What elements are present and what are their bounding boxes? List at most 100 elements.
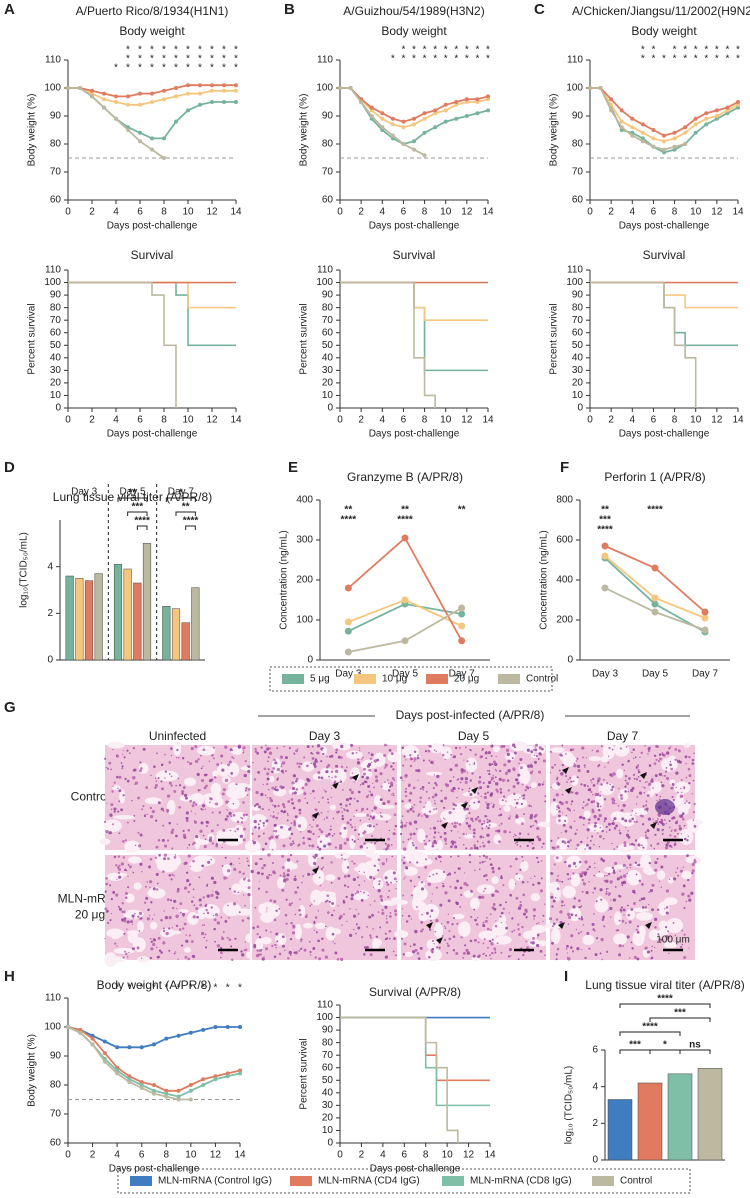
nucleus	[241, 953, 244, 956]
x-tick-label: 4	[380, 1150, 386, 1161]
nucleus	[622, 804, 625, 807]
nucleus	[609, 784, 610, 785]
point	[651, 136, 655, 140]
nucleus	[303, 756, 305, 758]
nucleus	[530, 878, 531, 879]
nucleus	[553, 798, 556, 801]
nucleus	[288, 828, 291, 831]
nucleus	[274, 788, 276, 790]
nucleus	[511, 931, 513, 933]
nucleus	[576, 947, 579, 950]
nucleus	[540, 889, 543, 892]
alveolus	[295, 816, 307, 831]
nucleus	[223, 788, 226, 791]
nucleus	[509, 894, 512, 897]
nucleus	[275, 817, 278, 820]
significance-label: *	[179, 488, 183, 499]
nucleus	[568, 779, 569, 780]
point	[222, 100, 226, 104]
nucleus	[224, 920, 227, 923]
nucleus	[310, 954, 311, 955]
nucleus	[395, 888, 396, 889]
nucleus	[132, 914, 135, 917]
nucleus	[321, 857, 324, 860]
nucleus	[225, 779, 228, 782]
nucleus	[417, 755, 419, 757]
nucleus	[160, 919, 162, 921]
nucleus	[360, 891, 362, 893]
legend-swatch	[354, 674, 376, 684]
point	[198, 83, 202, 87]
nucleus	[532, 941, 535, 944]
nucleus	[672, 816, 675, 819]
nucleus	[404, 774, 407, 777]
nucleus	[318, 801, 320, 803]
nucleus	[387, 838, 390, 841]
nucleus	[499, 770, 502, 773]
nucleus	[237, 821, 240, 824]
nucleus	[383, 848, 384, 849]
nucleus	[470, 779, 472, 781]
nucleus	[440, 836, 442, 838]
nucleus	[281, 764, 282, 765]
alveolus	[509, 878, 516, 890]
nucleus	[469, 828, 471, 830]
nucleus	[622, 945, 624, 947]
nucleus	[410, 945, 412, 947]
nucleus	[484, 938, 486, 940]
y-tick-label: 0	[327, 1138, 333, 1149]
nucleus	[124, 869, 126, 871]
nucleus	[673, 799, 675, 801]
nucleus	[568, 916, 571, 919]
nucleus	[481, 796, 482, 797]
chart-title: A/Puerto Rico/8/1934(H1N1)	[76, 4, 229, 18]
nucleus	[645, 834, 647, 836]
alveolus	[315, 923, 326, 930]
nucleus	[447, 874, 449, 876]
nucleus	[296, 860, 298, 862]
nucleus	[183, 834, 186, 837]
nucleus	[184, 888, 186, 890]
nucleus	[657, 828, 660, 831]
nucleus	[322, 753, 324, 755]
significance-star: *	[641, 54, 645, 65]
nucleus	[392, 768, 394, 770]
nucleus	[240, 835, 243, 838]
nucleus	[561, 755, 563, 757]
nucleus	[618, 788, 620, 790]
nucleus	[329, 755, 331, 757]
nucleus	[358, 839, 359, 840]
x-tick-label: 0	[337, 1150, 343, 1161]
nucleus	[267, 749, 269, 751]
nucleus	[193, 915, 196, 918]
nucleus	[266, 876, 269, 879]
alveolus	[330, 768, 347, 784]
nucleus	[687, 894, 690, 897]
nucleus	[349, 934, 352, 937]
alveolus	[277, 877, 285, 889]
nucleus	[265, 891, 267, 893]
nucleus	[287, 813, 288, 814]
nucleus	[279, 785, 282, 788]
nucleus	[607, 875, 608, 876]
nucleus	[312, 833, 314, 835]
row-label: Control	[71, 790, 110, 804]
alveolus	[404, 952, 413, 957]
point	[704, 122, 708, 126]
y-tick-label: 90	[322, 290, 334, 301]
nucleus	[570, 934, 573, 937]
nucleus	[307, 779, 310, 782]
nucleus	[508, 789, 510, 791]
nucleus	[669, 826, 671, 828]
nucleus	[328, 833, 331, 836]
nucleus	[215, 803, 218, 806]
nucleus	[341, 765, 343, 767]
nucleus	[295, 914, 296, 915]
nucleus	[354, 841, 356, 843]
nucleus	[657, 842, 660, 845]
nucleus	[428, 956, 431, 959]
nucleus	[445, 843, 447, 845]
nucleus	[567, 913, 570, 916]
nucleus	[577, 776, 578, 777]
nucleus	[163, 910, 164, 911]
